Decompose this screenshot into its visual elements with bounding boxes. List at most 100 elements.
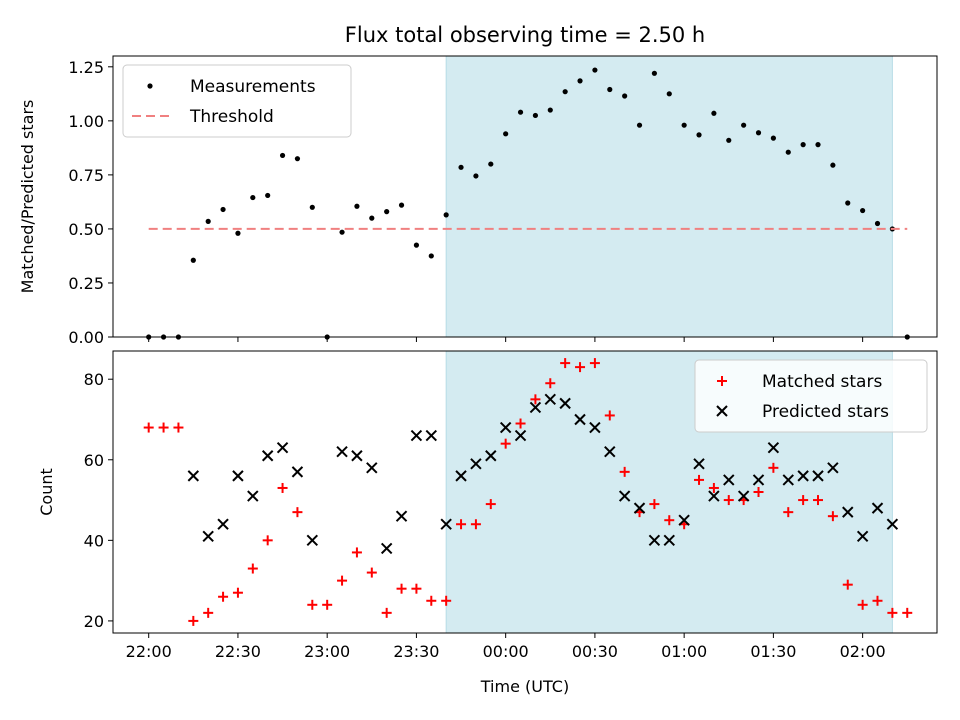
cross-b bbox=[633, 502, 646, 514]
chart-title: Flux total observing time = 2.50 h bbox=[345, 23, 705, 47]
matched-star-point bbox=[619, 466, 630, 477]
matched-star-point bbox=[798, 495, 809, 506]
bottom-y-axis-label: Count bbox=[37, 468, 56, 516]
cross-b bbox=[425, 429, 438, 442]
measurement-point bbox=[339, 229, 345, 235]
predicted-star-point bbox=[529, 401, 542, 414]
measurement-point bbox=[547, 107, 553, 113]
cross-b bbox=[886, 518, 899, 530]
matched-star-point bbox=[381, 607, 392, 618]
x-tick-label: 01:30 bbox=[750, 642, 796, 661]
measurement-point bbox=[830, 162, 836, 168]
predicted-star-point bbox=[410, 429, 423, 442]
measurement-point bbox=[190, 257, 196, 263]
cross-b bbox=[217, 518, 229, 530]
matched-star-point bbox=[322, 599, 333, 610]
measurement-point bbox=[503, 131, 509, 137]
measurement-point bbox=[770, 135, 776, 141]
matched-star-point bbox=[694, 474, 705, 485]
panel-top: 0.00 0.25 0.50 0.75 1.00 1.25 Matched/Predict… bbox=[18, 55, 938, 347]
measurement-point bbox=[517, 109, 524, 115]
predicted-star-point bbox=[723, 474, 735, 486]
matched-star-point bbox=[560, 358, 571, 369]
matched-star-point bbox=[589, 358, 600, 369]
matched-star-point bbox=[292, 507, 303, 518]
predicted-star-point bbox=[232, 470, 244, 482]
matched-star-point bbox=[827, 511, 838, 522]
cross-b bbox=[559, 397, 571, 410]
matched-star-point bbox=[456, 519, 467, 530]
cross-b bbox=[247, 490, 259, 502]
top-series bbox=[146, 67, 910, 340]
measurement-point bbox=[696, 132, 702, 138]
legend-marker-dot bbox=[147, 83, 153, 89]
predicted-star-point bbox=[261, 450, 274, 462]
predicted-star-point bbox=[618, 490, 631, 502]
top-y-tick-label: 0.50 bbox=[68, 220, 104, 239]
cross-b bbox=[797, 470, 809, 482]
measurement-point bbox=[205, 218, 211, 224]
measurement-point bbox=[755, 130, 762, 136]
measurement-point bbox=[354, 203, 360, 209]
predicted-star-point bbox=[470, 458, 482, 470]
predicted-star-point bbox=[291, 466, 304, 478]
top-legend: Measurements Threshold bbox=[122, 64, 352, 138]
matched-star-point bbox=[158, 422, 169, 433]
cross-b bbox=[842, 506, 854, 518]
predicted-star-point bbox=[336, 446, 348, 458]
measurement-point bbox=[622, 93, 628, 99]
matched-star-point bbox=[173, 422, 184, 433]
matched-star-point bbox=[188, 615, 199, 626]
matched-star-point bbox=[500, 438, 511, 449]
cross-b bbox=[470, 458, 482, 470]
x-tick-label: 23:30 bbox=[393, 642, 439, 661]
measurement-point bbox=[741, 122, 747, 128]
measurement-point bbox=[473, 173, 479, 179]
measurement-point bbox=[443, 212, 449, 218]
cross-b bbox=[202, 530, 214, 543]
matched-star-point bbox=[545, 378, 556, 389]
matched-star-point bbox=[575, 362, 586, 373]
cross-b bbox=[485, 450, 497, 462]
matched-star-point bbox=[872, 595, 883, 606]
predicted-star-point bbox=[886, 518, 899, 530]
cross-b bbox=[380, 542, 393, 555]
measurement-point bbox=[607, 86, 613, 93]
measurement-point bbox=[815, 142, 821, 148]
predicted-star-point bbox=[276, 441, 289, 454]
predicted-star-point bbox=[202, 530, 214, 543]
cross-b bbox=[187, 470, 200, 482]
matched-star-point bbox=[485, 499, 496, 510]
cross-b bbox=[663, 534, 675, 547]
predicted-star-point bbox=[485, 450, 497, 462]
cross-b bbox=[737, 490, 750, 502]
top-y-tick-label: 1.00 bbox=[68, 112, 104, 131]
cross-b bbox=[514, 429, 527, 442]
measurement-point bbox=[428, 253, 434, 259]
predicted-star-point bbox=[752, 474, 765, 486]
measurement-point bbox=[562, 89, 568, 95]
top-plot-frame bbox=[112, 55, 938, 338]
matched-star-point bbox=[813, 495, 824, 506]
cross-b bbox=[544, 393, 556, 406]
bottom-y-tick-label: 80 bbox=[84, 370, 104, 389]
matched-star-point bbox=[783, 507, 794, 518]
measurement-point bbox=[800, 142, 806, 148]
predicted-star-point bbox=[455, 470, 467, 482]
predicted-star-point bbox=[678, 514, 690, 526]
measurement-point bbox=[250, 194, 256, 201]
predicted-star-point bbox=[693, 458, 705, 470]
top-span-rect bbox=[445, 55, 893, 338]
matched-star-point bbox=[887, 607, 898, 618]
measurement-point bbox=[577, 78, 583, 84]
x-tick-label: 00:00 bbox=[483, 642, 529, 661]
predicted-star-point bbox=[247, 490, 259, 502]
cross-b bbox=[693, 458, 705, 470]
matched-star-point bbox=[247, 563, 258, 574]
measurement-point bbox=[651, 70, 658, 76]
x-tick-label: 23:00 bbox=[304, 642, 350, 661]
cross-b bbox=[618, 490, 631, 502]
cross-b bbox=[604, 446, 616, 458]
matched-star-point bbox=[203, 607, 214, 618]
